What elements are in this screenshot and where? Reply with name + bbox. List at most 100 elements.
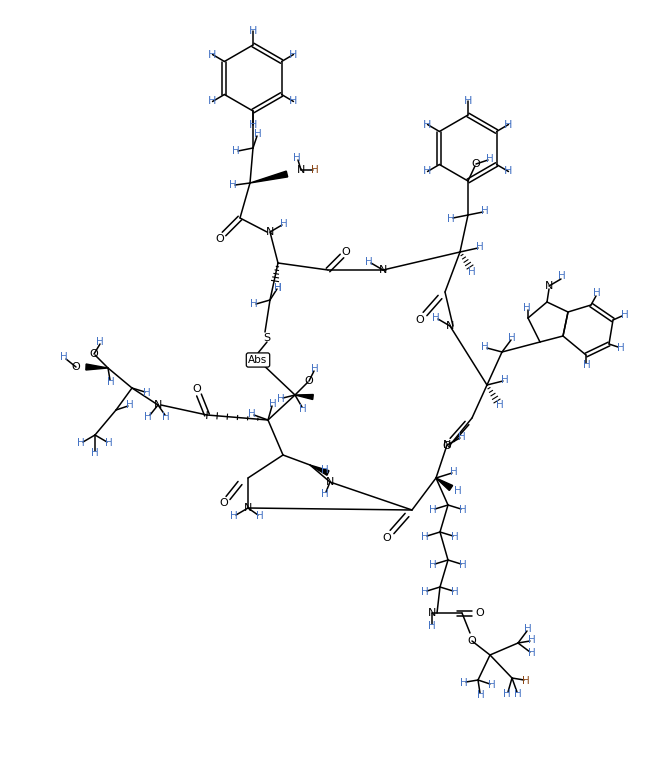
Text: H: H bbox=[290, 96, 297, 106]
Text: H: H bbox=[496, 400, 504, 410]
Text: H: H bbox=[454, 486, 462, 496]
Text: H: H bbox=[321, 465, 329, 475]
Text: O: O bbox=[305, 376, 313, 386]
Text: H: H bbox=[144, 412, 152, 422]
Text: O: O bbox=[215, 234, 224, 244]
Text: H: H bbox=[60, 352, 68, 362]
Text: H: H bbox=[528, 648, 536, 658]
Text: H: H bbox=[522, 676, 530, 686]
Text: O: O bbox=[219, 498, 228, 508]
Text: H: H bbox=[528, 635, 536, 645]
Text: Abs: Abs bbox=[249, 355, 268, 365]
Text: H: H bbox=[428, 621, 436, 631]
Text: H: H bbox=[503, 689, 511, 699]
Text: O: O bbox=[476, 608, 485, 618]
Text: H: H bbox=[514, 689, 522, 699]
Text: H: H bbox=[477, 690, 485, 700]
Text: N: N bbox=[297, 165, 305, 175]
Text: O: O bbox=[467, 636, 477, 646]
Text: H: H bbox=[421, 587, 429, 597]
Text: S: S bbox=[264, 333, 270, 343]
Polygon shape bbox=[310, 465, 329, 475]
Text: H: H bbox=[432, 313, 440, 323]
Text: O: O bbox=[71, 362, 81, 372]
Text: H: H bbox=[501, 375, 509, 385]
Text: O: O bbox=[90, 349, 98, 359]
Text: H: H bbox=[248, 409, 256, 419]
Text: H: H bbox=[486, 154, 494, 164]
Text: H: H bbox=[476, 242, 484, 252]
Text: N: N bbox=[446, 321, 454, 331]
Text: N: N bbox=[266, 227, 274, 237]
Text: H: H bbox=[460, 678, 468, 688]
Text: H: H bbox=[321, 489, 329, 499]
Text: H: H bbox=[311, 165, 319, 175]
Text: H: H bbox=[143, 388, 151, 398]
Text: H: H bbox=[458, 432, 466, 442]
Text: H: H bbox=[269, 399, 277, 409]
Text: N: N bbox=[428, 608, 436, 618]
Text: H: H bbox=[274, 283, 282, 293]
Text: H: H bbox=[423, 120, 432, 130]
Text: H: H bbox=[459, 505, 467, 515]
Polygon shape bbox=[86, 364, 108, 370]
Text: H: H bbox=[468, 267, 476, 277]
Text: H: H bbox=[280, 219, 288, 229]
Text: H: H bbox=[524, 624, 532, 634]
Text: H: H bbox=[229, 180, 237, 190]
Text: H: H bbox=[429, 505, 437, 515]
Text: H: H bbox=[256, 511, 264, 521]
Text: H: H bbox=[558, 271, 566, 281]
Text: H: H bbox=[126, 400, 134, 410]
Text: H: H bbox=[450, 467, 458, 477]
Text: H: H bbox=[464, 96, 472, 106]
Text: H: H bbox=[523, 303, 531, 313]
Text: H: H bbox=[254, 129, 262, 139]
Text: H: H bbox=[96, 337, 104, 347]
Text: H: H bbox=[208, 50, 217, 60]
Text: H: H bbox=[107, 377, 115, 387]
Text: O: O bbox=[416, 315, 424, 325]
Text: N: N bbox=[326, 477, 334, 487]
Text: H: H bbox=[451, 532, 459, 542]
Text: H: H bbox=[593, 288, 601, 298]
Text: H: H bbox=[290, 50, 297, 60]
Text: H: H bbox=[91, 448, 99, 458]
Text: H: H bbox=[249, 120, 257, 130]
Text: H: H bbox=[459, 560, 467, 570]
Text: H: H bbox=[617, 343, 625, 353]
Polygon shape bbox=[436, 478, 453, 490]
Text: H: H bbox=[365, 257, 373, 267]
Text: H: H bbox=[429, 560, 437, 570]
Text: H: H bbox=[508, 333, 516, 343]
Text: H: H bbox=[488, 680, 496, 690]
Text: O: O bbox=[443, 441, 451, 451]
Text: H: H bbox=[481, 342, 489, 352]
Text: H: H bbox=[293, 153, 301, 163]
Text: O: O bbox=[383, 533, 391, 543]
Text: N: N bbox=[545, 281, 553, 291]
Text: H: H bbox=[162, 412, 170, 422]
Text: H: H bbox=[105, 438, 113, 448]
Text: H: H bbox=[250, 299, 258, 309]
Text: H: H bbox=[481, 206, 489, 216]
Text: H: H bbox=[208, 96, 217, 106]
Text: O: O bbox=[192, 384, 202, 394]
Text: H: H bbox=[451, 587, 459, 597]
Text: N: N bbox=[244, 503, 253, 513]
Text: H: H bbox=[421, 532, 429, 542]
Text: H: H bbox=[311, 364, 319, 374]
Text: H: H bbox=[232, 146, 240, 156]
Text: N: N bbox=[443, 440, 451, 450]
Text: H: H bbox=[447, 214, 455, 224]
Text: H: H bbox=[583, 360, 591, 370]
Text: H: H bbox=[504, 167, 513, 176]
Text: N: N bbox=[379, 265, 387, 275]
Text: H: H bbox=[621, 310, 629, 320]
Text: H: H bbox=[277, 394, 285, 404]
Text: H: H bbox=[504, 120, 513, 130]
Text: O: O bbox=[342, 247, 350, 257]
Text: O: O bbox=[472, 159, 481, 169]
Polygon shape bbox=[250, 171, 288, 183]
Text: H: H bbox=[423, 167, 432, 176]
